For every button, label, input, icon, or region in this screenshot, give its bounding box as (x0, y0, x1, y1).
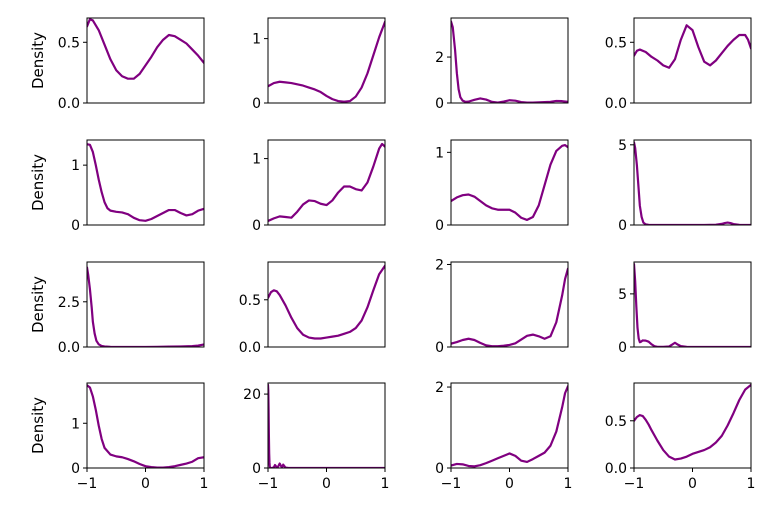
x-tick-label: 1 (381, 476, 390, 492)
y-tick-label: 2 (435, 257, 444, 273)
y-tick-label: 0.5 (605, 35, 627, 51)
x-tick-label: 1 (200, 476, 209, 492)
y-tick-label: 0 (618, 218, 627, 234)
axes-frame (267, 382, 386, 469)
density-panel-2-4: 05 (618, 138, 752, 234)
y-axis-label: Density (29, 397, 47, 454)
axes-frame (633, 17, 752, 104)
density-curve (634, 383, 751, 461)
y-tick-label: 0 (435, 340, 444, 356)
x-tick-label: 0 (141, 476, 150, 492)
axes-frame (267, 139, 386, 226)
density-panel-1-2: 01 (252, 17, 386, 112)
axes-frame (450, 17, 569, 104)
y-tick-label: 1 (71, 158, 80, 174)
y-tick-label: 0 (71, 218, 80, 234)
density-curve (634, 263, 751, 347)
x-tick-label: 1 (747, 476, 756, 492)
density-panel-3-2: 0.0 0.5 (239, 261, 386, 356)
axes-frame (86, 17, 205, 104)
density-curve (634, 24, 751, 69)
density-curve (451, 385, 568, 468)
y-tick-label: 1 (71, 416, 80, 432)
y-tick-label: 0 (252, 218, 261, 234)
y-tick-label: 1 (252, 152, 261, 168)
x-tick-label: 1 (564, 476, 573, 492)
axes-frame (450, 382, 569, 469)
density-panel-3-3: 02 (435, 257, 569, 356)
y-tick-label: 0.0 (58, 96, 80, 112)
y-tick-label: 2.5 (58, 295, 80, 311)
axes-frame (86, 139, 205, 226)
y-tick-label: 0.0 (605, 96, 627, 112)
axes-frame (633, 261, 752, 348)
y-tick-label: 2 (435, 380, 444, 396)
density-panel-3-1: 0.0 2.5 Density (29, 261, 205, 356)
x-tick-label: 0 (505, 476, 514, 492)
density-curve (268, 20, 385, 103)
y-tick-label: 0 (71, 461, 80, 477)
density-curve (87, 266, 204, 347)
density-panel-4-2: 020−1 0 1 (243, 382, 390, 492)
x-tick-label: 0 (322, 476, 331, 492)
density-panel-2-1: 0 1 Density (29, 139, 205, 234)
density-panel-3-4: 05 (618, 261, 752, 356)
y-tick-label: 0.5 (239, 293, 261, 309)
y-tick-label: 0.5 (58, 35, 80, 51)
y-tick-label: 0.0 (239, 340, 261, 356)
y-tick-label: 2 (435, 50, 444, 66)
axes-frame (86, 261, 205, 348)
x-tick-label: −1 (258, 476, 279, 492)
density-curve (87, 18, 204, 80)
y-tick-label: 0 (435, 218, 444, 234)
density-curve (268, 142, 385, 223)
y-tick-label: 5 (618, 287, 627, 303)
density-panel-1-4: 0.0 0.5 (605, 17, 752, 112)
y-axis-label: Density (29, 154, 47, 211)
axes-frame (633, 382, 752, 469)
x-tick-label: −1 (441, 476, 462, 492)
y-tick-label: 0 (435, 461, 444, 477)
x-tick-label: 0 (688, 476, 697, 492)
y-tick-label: 0.5 (605, 414, 627, 430)
density-panel-4-3: 02−1 0 1 (435, 380, 572, 492)
x-tick-label: −1 (77, 476, 98, 492)
y-tick-label: 0.0 (605, 461, 627, 477)
density-curve (268, 383, 385, 468)
axes-frame (267, 261, 386, 348)
density-curve (451, 20, 568, 103)
density-curve (634, 141, 751, 225)
density-panel-1-3: 02 (435, 17, 569, 112)
y-tick-label: 0 (435, 96, 444, 112)
y-axis-label: Density (29, 276, 47, 333)
y-tick-label: 1 (435, 145, 444, 161)
density-panel-1-1: 0.0 0.5 Density (29, 17, 205, 112)
density-curve (87, 143, 204, 222)
density-panel-2-2: 01 (252, 139, 386, 234)
density-curve (87, 384, 204, 468)
y-tick-label: 20 (243, 387, 261, 403)
density-curve (451, 143, 568, 222)
axes-frame (450, 261, 569, 348)
y-tick-label: 0 (618, 340, 627, 356)
axes-frame (267, 17, 386, 104)
y-tick-label: 0 (252, 461, 261, 477)
density-panel-4-4: 0.0 0.5 −1 0 1 (605, 382, 756, 492)
axes-frame (450, 139, 569, 226)
axes-frame (86, 382, 205, 469)
y-tick-label: 1 (252, 32, 261, 48)
y-tick-label: 0 (252, 96, 261, 112)
y-axis-label: Density (29, 32, 47, 89)
density-curve (451, 267, 568, 347)
x-tick-label: −1 (624, 476, 645, 492)
y-tick-label: 0.0 (58, 340, 80, 356)
axes-frame (633, 139, 752, 226)
y-tick-label: 5 (618, 138, 627, 154)
density-panel-2-3: 01 (435, 139, 569, 234)
density-curve (268, 264, 385, 340)
